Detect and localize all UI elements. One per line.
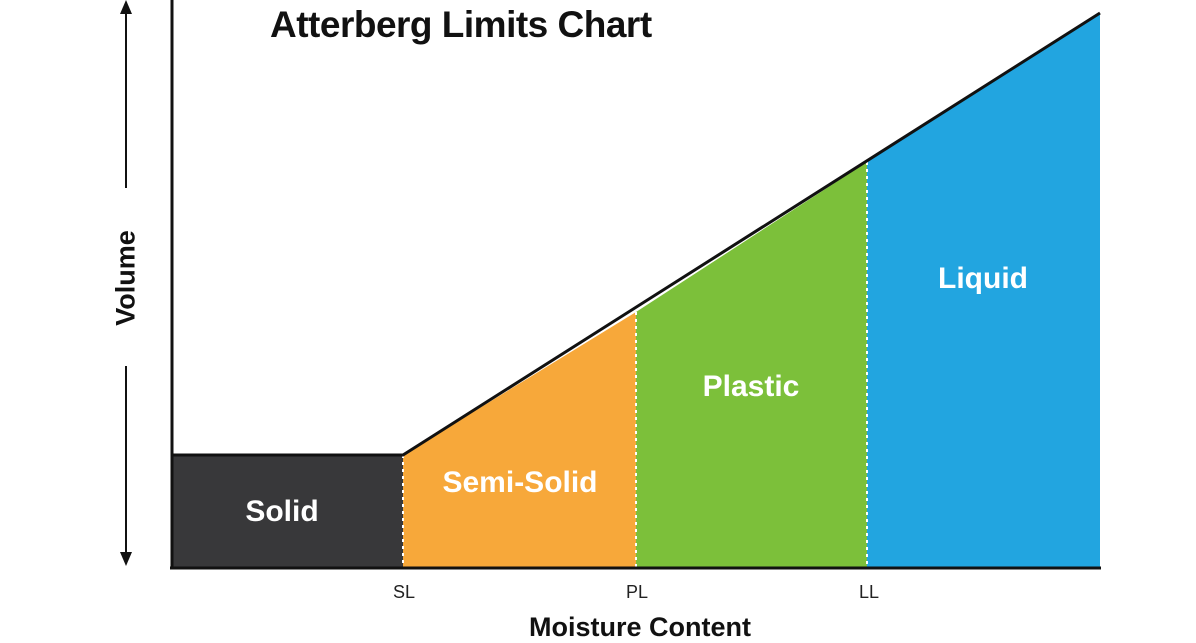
zone-label-solid: Solid [245,495,319,528]
zone-label-plastic: Plastic [702,370,800,403]
arrow-up-icon [120,0,132,14]
zone-plastic [636,162,867,568]
limit-label-pl: PL [625,582,649,602]
zone-label-semi-solid: Semi-Solid [442,466,598,499]
arrow-down-icon [120,552,132,566]
atterberg-diagram: Atterberg Limits Chart Volume Moisture C… [110,0,1101,642]
zone-liquid [867,13,1100,568]
zone-label-liquid: Liquid [938,262,1028,295]
limit-label-sl: SL [392,582,416,602]
zone-solid [172,455,403,568]
volume-curve [172,11,1101,457]
zone-semi-solid [403,312,636,568]
chart-title: Atterberg Limits Chart [270,4,652,45]
limit-label-ll: LL [858,582,880,602]
y-axis-label: Volume [110,230,141,326]
diagram-canvas [120,0,1101,570]
